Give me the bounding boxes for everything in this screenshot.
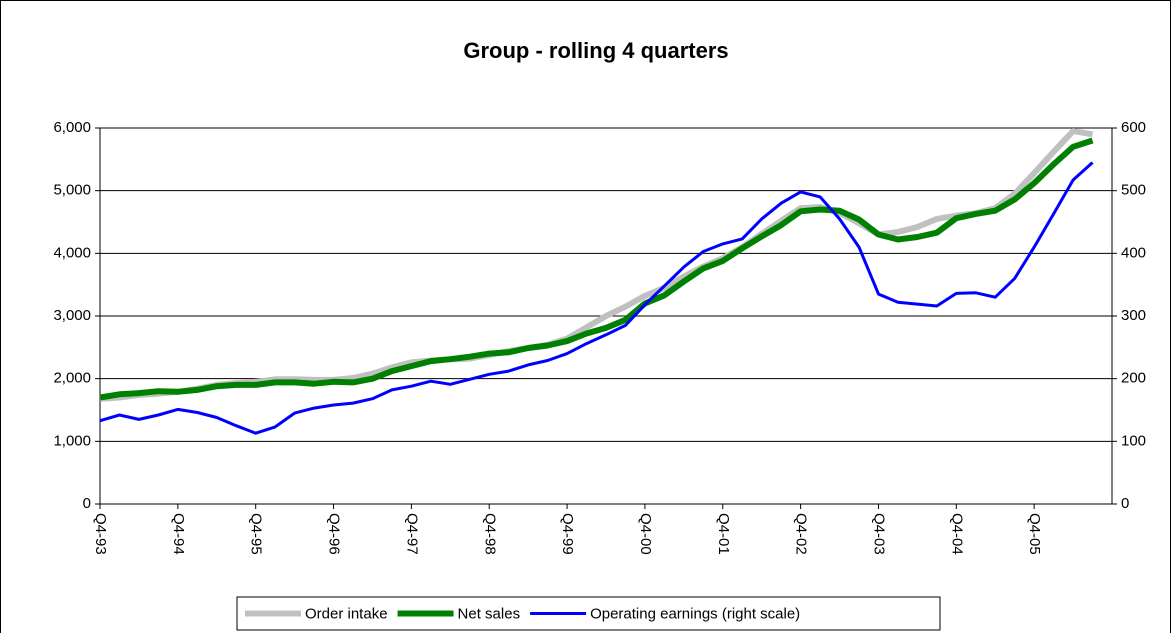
y2-tick-label: 400 [1121,244,1146,261]
y2-tick-label: 300 [1121,307,1146,324]
x-tick-label: Q4-00 [637,513,654,555]
series-line [99,137,1094,401]
y-tick-label: 3,000 [53,307,91,324]
series-line [99,128,1093,402]
legend-label: Order intake [305,605,388,622]
y2-tick-label: 500 [1121,182,1146,199]
y2-tick-label: 0 [1121,495,1129,512]
chart-title: Group - rolling 4 quarters [463,38,728,63]
x-tick-label: Q4-01 [715,513,732,555]
x-tick-label: Q4-02 [793,513,810,555]
series-line [99,161,1094,435]
legend-box [236,596,941,631]
y2-tick-label: 600 [1121,119,1146,136]
y-tick-label: 2,000 [53,370,91,387]
y2-tick-label: 100 [1121,432,1146,449]
y-tick-label: 4,000 [53,244,91,261]
y-tick-label: 5,000 [53,182,91,199]
y-tick-label: 6,000 [53,119,91,136]
x-tick-label: Q4-05 [1026,513,1043,555]
legend-label: Net sales [458,605,521,622]
x-tick-label: Q4-04 [948,513,965,555]
x-tick-label: Q4-93 [92,513,109,555]
legend-label: Operating earnings (right scale) [590,605,800,622]
x-tick-label: Q4-97 [403,513,420,555]
y2-tick-label: 200 [1121,370,1146,387]
x-tick-label: Q4-94 [170,513,187,555]
x-tick-label: Q4-99 [559,513,576,555]
x-tick-label: Q4-96 [326,513,343,555]
x-tick-label: Q4-98 [481,513,498,555]
x-tick-label: Q4-95 [248,513,265,555]
y-tick-label: 1,000 [53,432,91,449]
x-tick-label: Q4-03 [870,513,887,555]
y-tick-label: 0 [83,495,91,512]
